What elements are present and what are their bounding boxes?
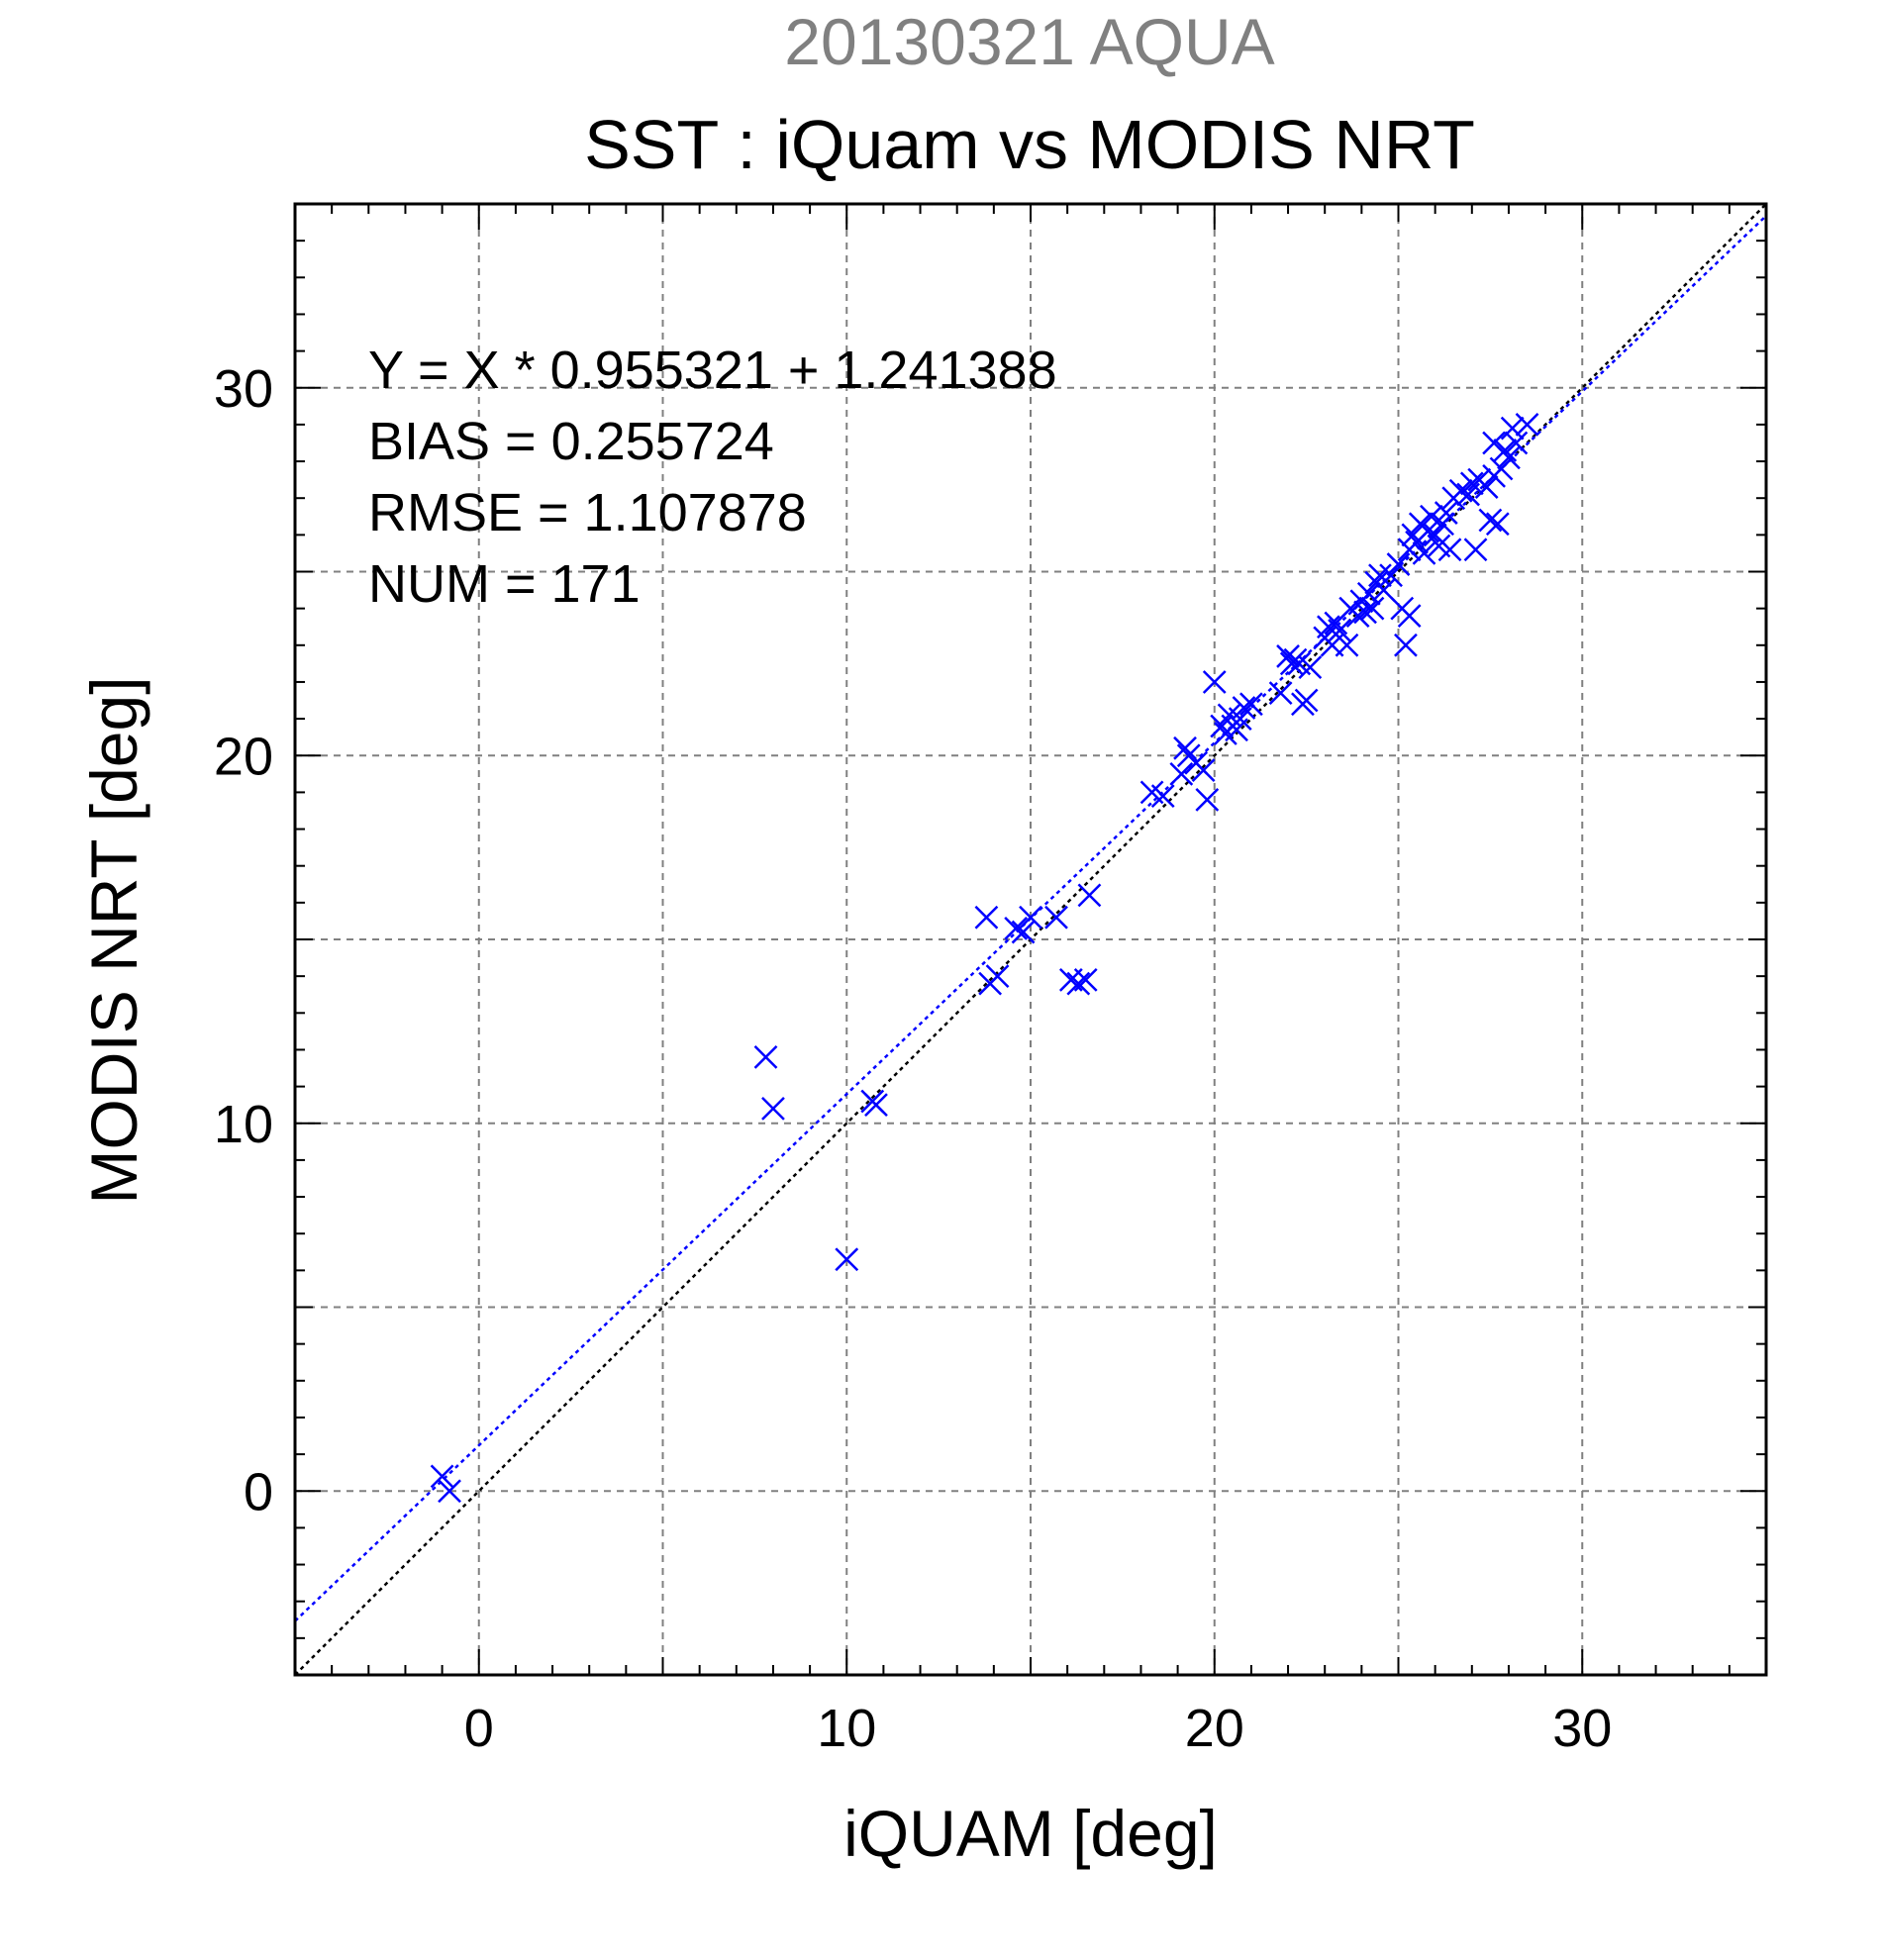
grid-lines: [295, 204, 1766, 1675]
data-point: [1294, 688, 1319, 713]
data-point: [1268, 681, 1293, 705]
data-point: [1298, 655, 1323, 679]
data-point: [1353, 600, 1377, 625]
data-point: [1412, 541, 1436, 565]
data-point: [1489, 456, 1514, 481]
data-point: [1073, 967, 1098, 992]
stat-num: NUM = 171: [368, 554, 641, 614]
data-point: [1515, 413, 1539, 437]
data-point: [1232, 696, 1256, 720]
data-point: [985, 964, 1010, 989]
data-point: [1478, 508, 1503, 533]
x-tick-label: 30: [1552, 1699, 1612, 1758]
y-tick-label: 10: [214, 1095, 273, 1154]
data-point: [1077, 883, 1102, 908]
data-point: [1416, 519, 1440, 543]
x-tick-label: 20: [1185, 1699, 1244, 1758]
data-point: [1360, 596, 1385, 621]
data-point: [1173, 735, 1197, 760]
data-point: [1448, 478, 1473, 503]
data-point: [1210, 714, 1235, 738]
data-point: [1379, 563, 1403, 588]
chart-title: SST : iQuam vs MODIS NRT: [584, 106, 1475, 183]
plot-frame: [293, 202, 1768, 1677]
data-point: [1497, 445, 1521, 470]
y-tick-label: 0: [244, 1462, 273, 1521]
data-point: [1394, 633, 1418, 657]
data-point: [1019, 905, 1042, 930]
stat-rmse: RMSE = 1.107878: [368, 483, 807, 542]
data-point: [1335, 633, 1359, 657]
y-tick-labels: 0 10 20 30: [214, 359, 273, 1522]
data-point: [1239, 692, 1263, 717]
data-point: [1004, 916, 1029, 940]
data-point: [1504, 431, 1529, 455]
data-point: [1169, 761, 1194, 786]
data-point: [1328, 619, 1351, 642]
y-axis-label: MODIS NRT [deg]: [77, 676, 150, 1204]
data-point: [1191, 758, 1216, 782]
data-point: [1474, 475, 1499, 499]
data-point: [1011, 920, 1036, 944]
data-point: [1459, 471, 1484, 496]
data-point: [1401, 523, 1426, 547]
x-axis-label: iQUAM [deg]: [843, 1797, 1218, 1870]
data-point: [1463, 538, 1488, 562]
data-point: [1276, 644, 1300, 668]
data-point: [1437, 538, 1462, 562]
y-tick-label: 30: [214, 359, 273, 419]
data-point: [1195, 787, 1220, 812]
data-point: [1397, 604, 1422, 628]
y-tick-label: 20: [214, 727, 273, 786]
stats-box: Y = X * 0.955321 + 1.241388 BIAS = 0.255…: [368, 341, 1057, 614]
data-point: [1493, 439, 1518, 462]
data-point: [864, 1093, 888, 1118]
data-point: [1434, 501, 1458, 525]
stat-regression: Y = X * 0.955321 + 1.241388: [368, 341, 1057, 400]
data-point: [430, 1464, 454, 1489]
data-point: [761, 1097, 785, 1121]
data-point: [753, 1044, 778, 1069]
data-points: [430, 413, 1539, 1504]
data-point: [974, 905, 999, 930]
data-point: [1386, 552, 1411, 576]
data-point: [835, 1247, 859, 1272]
data-point: [1371, 578, 1396, 602]
data-point: [1066, 971, 1091, 996]
data-point: [1345, 604, 1370, 628]
data-point: [1356, 581, 1381, 606]
stat-bias: BIAS = 0.255724: [368, 412, 774, 471]
data-point: [1202, 670, 1227, 694]
data-point: [1485, 512, 1510, 537]
x-tick-label: 10: [817, 1699, 876, 1758]
x-tick-labels: 0 10 20 30: [464, 1699, 1613, 1758]
data-point: [1044, 905, 1068, 930]
chart-supertitle: 20130321 AQUA: [784, 5, 1274, 78]
data-point: [1500, 416, 1525, 441]
data-point: [1420, 504, 1443, 529]
data-point: [1368, 563, 1392, 588]
data-point: [1150, 784, 1175, 808]
data-point: [438, 1479, 461, 1504]
x-tick-label: 0: [464, 1699, 494, 1758]
